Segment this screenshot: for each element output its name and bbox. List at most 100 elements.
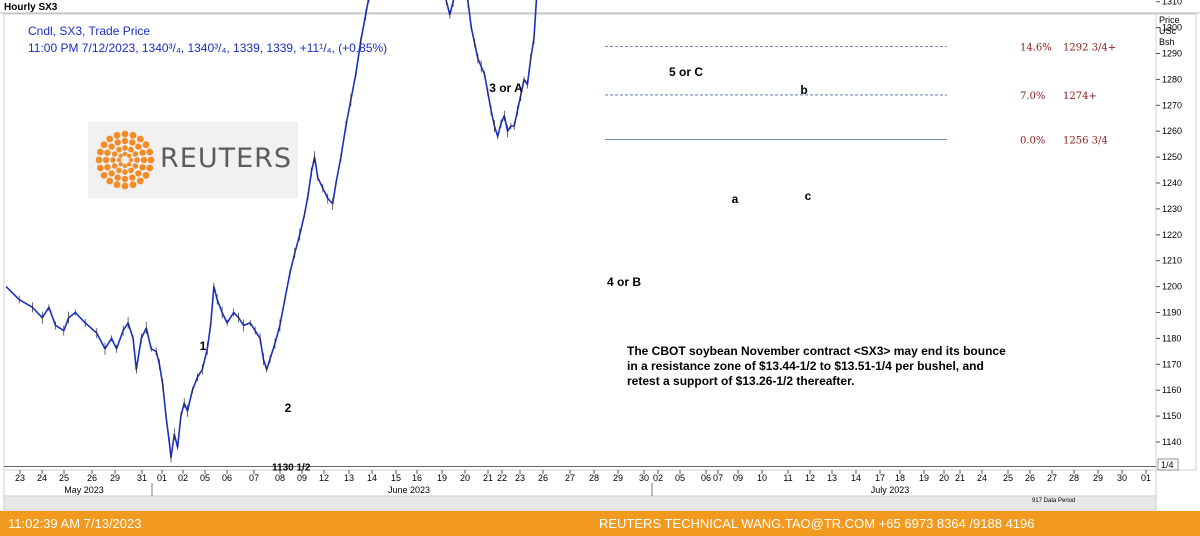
date-tick-label: 24 — [977, 473, 987, 483]
date-tick-label: 06 — [701, 473, 711, 483]
date-tick-label: 01 — [157, 473, 167, 483]
logo-dot — [132, 151, 139, 157]
date-tick-label: 14 — [851, 473, 861, 483]
logo-dot — [129, 174, 136, 181]
date-tick-label: 26 — [538, 473, 548, 483]
date-tick-label: 29 — [1093, 473, 1103, 483]
price-tick-label: 1200 — [1162, 282, 1182, 292]
date-tick-label: 22 — [497, 473, 507, 483]
date-tick-label: 05 — [200, 473, 210, 483]
data-period-label: 917 Data Period — [1032, 498, 1076, 504]
date-tick-label: 20 — [460, 473, 470, 483]
fib-extension-price: 1292 3/4+ — [1063, 42, 1116, 53]
logo-dot — [108, 143, 115, 150]
logo-dot — [122, 163, 128, 169]
reuters-dot-ring-icon — [95, 130, 155, 190]
price-tick-label: 1250 — [1162, 152, 1182, 162]
logo-dot — [134, 157, 140, 163]
logo-dot — [127, 162, 132, 167]
date-tick-label: 23 — [15, 473, 25, 483]
logo-dot — [146, 164, 154, 172]
price-tick-label: 1190 — [1162, 308, 1181, 318]
logo-dot — [116, 146, 122, 153]
date-tick-label: 16 — [412, 473, 422, 483]
price-tick-label: 1240 — [1162, 178, 1182, 188]
fib-extension-pct: 7.0% — [1020, 91, 1045, 102]
price-unit-line: USc — [1159, 26, 1177, 36]
date-tick-label: 25 — [59, 473, 69, 483]
date-tick-label: 11 — [783, 473, 792, 483]
date-tick-label: 26 — [1025, 473, 1035, 483]
price-tick-label: 1270 — [1162, 100, 1182, 110]
date-tick-label: 12 — [319, 473, 329, 483]
date-tick-label: 30 — [639, 473, 649, 483]
month-label: July 2023 — [871, 485, 910, 495]
logo-dot — [142, 171, 150, 179]
date-tick-label: 18 — [895, 473, 905, 483]
date-tick-label: 14 — [367, 473, 377, 483]
price-tick-label: 1300 — [1162, 23, 1182, 33]
price-tick-label: 1150 — [1162, 411, 1181, 421]
date-tick-label: 17 — [875, 473, 885, 483]
logo-dot — [136, 135, 144, 143]
fib-extension-pct: 0.0% — [1020, 136, 1045, 147]
logo-dot — [135, 170, 142, 177]
logo-dot — [118, 162, 123, 167]
date-tick-label: 24 — [37, 473, 47, 483]
fraction-label: 1/4 — [1161, 460, 1174, 470]
fib-extension-price: 1274+ — [1063, 91, 1097, 102]
date-tick-label: 20 — [939, 473, 949, 483]
date-tick-label: 12 — [805, 473, 815, 483]
date-tick-label: 19 — [919, 473, 929, 483]
logo-dot — [104, 149, 111, 156]
price-series-line — [5, 0, 538, 459]
logo-dot — [128, 157, 134, 163]
window-title: Hourly SX3 — [4, 2, 58, 13]
wave-label: 1 — [200, 339, 207, 353]
date-tick-label: 31 — [137, 473, 147, 483]
price-tick-label: 1210 — [1162, 256, 1182, 266]
month-label: May 2023 — [64, 485, 104, 495]
logo-dot — [128, 167, 134, 174]
logo-dot — [122, 151, 128, 157]
logo-dot — [129, 131, 137, 139]
logo-dot — [135, 143, 142, 150]
logo-dot — [136, 177, 144, 185]
logo-dot — [114, 174, 121, 181]
date-tick-label: 05 — [675, 473, 685, 483]
date-tick-label: 21 — [955, 473, 965, 483]
month-label: June 2023 — [388, 485, 430, 495]
date-tick-label: 09 — [733, 473, 743, 483]
logo-dot — [121, 175, 129, 183]
logo-dot — [121, 137, 129, 145]
price-tick-label: 1260 — [1162, 126, 1182, 136]
logo-dot — [132, 163, 139, 169]
logo-dot — [129, 181, 137, 189]
support-line-label: 1130 1/2 — [272, 463, 311, 474]
price-tick-label: 1170 — [1162, 359, 1181, 369]
wave-label: 4 or B — [607, 275, 641, 289]
price-tick-label: 1160 — [1162, 385, 1181, 395]
logo-dot — [122, 169, 128, 175]
logo-dot — [116, 167, 122, 174]
wave-label: 3 or A — [489, 81, 523, 95]
date-tick-label: 10 — [757, 473, 767, 483]
logo-dot — [118, 153, 123, 158]
date-tick-label: 07 — [713, 473, 723, 483]
reuters-logo: REUTERS — [88, 122, 298, 198]
price-tick-label: 1280 — [1162, 74, 1182, 84]
date-tick-label: 28 — [1069, 473, 1079, 483]
logo-dot — [110, 157, 116, 163]
date-tick-label: 06 — [222, 473, 232, 483]
wave-label: a — [732, 192, 739, 206]
date-tick-label: 27 — [1047, 473, 1057, 483]
date-tick-label: 26 — [87, 473, 97, 483]
logo-dot — [96, 164, 104, 172]
logo-dot — [129, 139, 136, 146]
logo-dot — [147, 156, 155, 164]
date-tick-label: 09 — [297, 473, 307, 483]
logo-dot — [113, 181, 121, 189]
wave-label: 2 — [285, 401, 292, 415]
logo-dot — [104, 164, 111, 171]
date-tick-label: 08 — [275, 473, 285, 483]
